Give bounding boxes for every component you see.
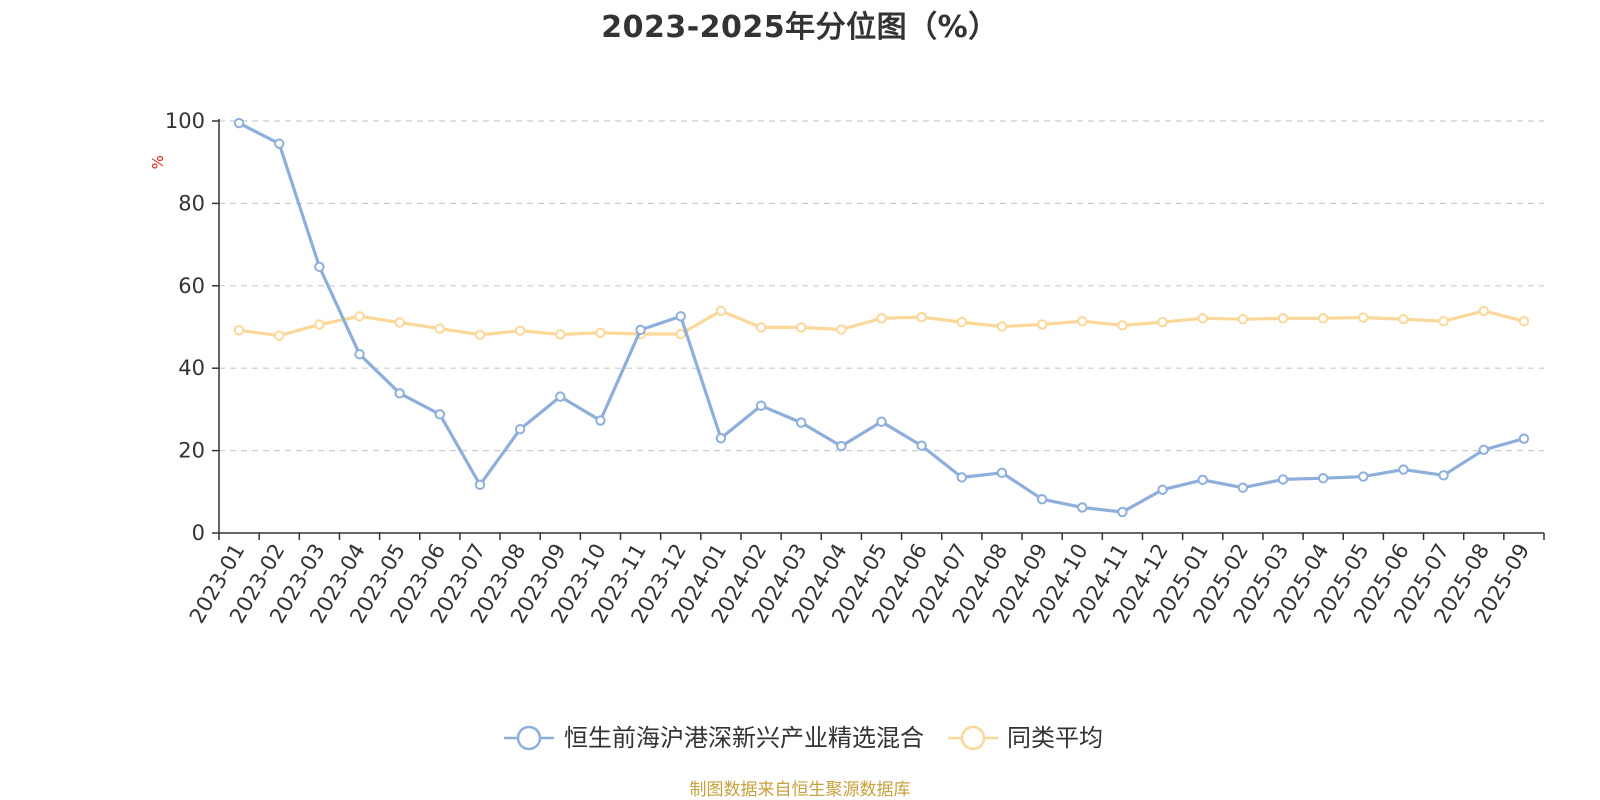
- data-point[interactable]: [1077, 502, 1088, 513]
- data-point[interactable]: [1157, 316, 1168, 328]
- data-point[interactable]: [1317, 473, 1329, 484]
- data-series: [233, 117, 1530, 518]
- legend-item-0[interactable]: 恒生前海沪港深新兴产业精选混合: [504, 724, 924, 752]
- data-point[interactable]: [354, 311, 365, 322]
- data-point[interactable]: [836, 324, 847, 335]
- data-point[interactable]: [514, 325, 526, 336]
- data-point[interactable]: [1237, 482, 1249, 493]
- data-point[interactable]: [233, 117, 245, 129]
- data-point[interactable]: [1277, 474, 1289, 485]
- data-point[interactable]: [474, 329, 486, 341]
- data-point[interactable]: [1358, 471, 1369, 482]
- y-tick-label: 20: [178, 439, 205, 463]
- data-point[interactable]: [1197, 313, 1208, 324]
- data-point[interactable]: [1317, 313, 1329, 324]
- data-point[interactable]: [795, 417, 807, 428]
- x-axis-tick-labels: 2023-012023-022023-032023-042023-052023-…: [185, 539, 1535, 627]
- data-source-note: 制图数据来自恒生聚源数据库: [689, 780, 911, 800]
- data-point[interactable]: [876, 416, 887, 427]
- data-point[interactable]: [836, 440, 847, 452]
- data-point[interactable]: [635, 324, 646, 336]
- legend-label: 同类平均: [1007, 724, 1103, 752]
- data-point[interactable]: [555, 391, 566, 402]
- data-point[interactable]: [1036, 494, 1048, 505]
- data-point[interactable]: [1358, 312, 1369, 323]
- data-point[interactable]: [394, 317, 405, 328]
- data-point[interactable]: [434, 409, 446, 420]
- data-point[interactable]: [274, 330, 285, 341]
- chart-title: 2023-2025年分位图（%）: [601, 10, 999, 45]
- data-point[interactable]: [474, 479, 486, 490]
- data-point[interactable]: [956, 472, 968, 483]
- y-tick-label: 0: [192, 521, 205, 545]
- data-point[interactable]: [715, 305, 727, 317]
- axes: [212, 119, 1545, 540]
- data-point[interactable]: [314, 261, 325, 273]
- data-point[interactable]: [1077, 316, 1088, 327]
- y-tick-label: 40: [178, 356, 205, 380]
- data-point[interactable]: [555, 329, 566, 340]
- legend-swatch-marker: [960, 725, 986, 751]
- data-point[interactable]: [675, 328, 686, 340]
- y-axis-unit-label: %: [149, 155, 167, 169]
- data-point[interactable]: [1157, 484, 1168, 495]
- data-point[interactable]: [354, 348, 365, 360]
- data-point[interactable]: [755, 400, 767, 411]
- data-point[interactable]: [434, 323, 446, 334]
- y-tick-label: 100: [165, 109, 205, 133]
- data-point[interactable]: [1478, 305, 1489, 317]
- data-point[interactable]: [1277, 313, 1289, 324]
- series-0: [233, 117, 1530, 518]
- y-tick-label: 60: [178, 274, 205, 298]
- data-point[interactable]: [1478, 444, 1489, 455]
- series-1: [233, 305, 1530, 341]
- data-point[interactable]: [916, 440, 927, 451]
- grid-lines: [219, 120, 1544, 452]
- data-point[interactable]: [876, 313, 887, 324]
- data-point[interactable]: [1398, 313, 1409, 325]
- y-tick-label: 80: [178, 191, 205, 215]
- data-point[interactable]: [1237, 313, 1249, 325]
- data-point[interactable]: [514, 423, 526, 435]
- data-point[interactable]: [795, 322, 807, 333]
- data-point[interactable]: [595, 327, 606, 338]
- legend[interactable]: 恒生前海沪港深新兴产业精选混合 同类平均: [504, 724, 1103, 752]
- data-point[interactable]: [1438, 316, 1449, 327]
- data-point[interactable]: [1117, 320, 1128, 331]
- data-point[interactable]: [314, 319, 325, 330]
- data-point[interactable]: [996, 321, 1008, 332]
- data-point[interactable]: [916, 311, 927, 323]
- data-point[interactable]: [996, 467, 1008, 479]
- data-point[interactable]: [1518, 433, 1530, 444]
- data-point[interactable]: [1197, 474, 1208, 486]
- data-point[interactable]: [394, 388, 405, 399]
- data-point[interactable]: [233, 325, 245, 336]
- data-point[interactable]: [274, 138, 285, 149]
- legend-item-1[interactable]: 同类平均: [948, 724, 1103, 752]
- data-point[interactable]: [956, 316, 968, 328]
- data-point[interactable]: [1117, 506, 1128, 518]
- data-point[interactable]: [595, 415, 606, 426]
- data-point[interactable]: [715, 433, 727, 444]
- legend-label: 恒生前海沪港深新兴产业精选混合: [564, 724, 924, 752]
- data-point[interactable]: [1438, 470, 1449, 481]
- y-axis-tick-labels: 0 20 40 60 80 100: [165, 109, 205, 545]
- data-point[interactable]: [1518, 316, 1530, 327]
- data-point[interactable]: [755, 322, 767, 333]
- legend-swatch-marker: [516, 725, 542, 751]
- data-point[interactable]: [1398, 464, 1409, 475]
- data-point[interactable]: [1036, 319, 1048, 330]
- data-point[interactable]: [675, 311, 686, 322]
